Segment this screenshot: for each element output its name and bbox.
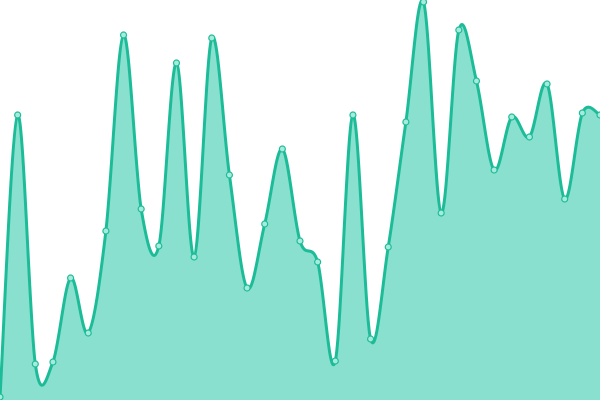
data-point xyxy=(225,171,234,179)
data-point xyxy=(278,145,286,153)
data-point xyxy=(508,113,516,121)
data-point xyxy=(172,59,181,67)
data-point xyxy=(402,118,410,126)
data-point xyxy=(102,227,110,235)
data-point xyxy=(578,109,586,117)
data-point xyxy=(472,77,481,85)
data-point xyxy=(14,111,22,119)
data-point xyxy=(119,31,128,39)
data-point xyxy=(31,360,39,368)
data-point xyxy=(331,357,339,365)
data-point xyxy=(137,205,145,213)
data-point xyxy=(384,243,392,251)
data-point xyxy=(208,34,216,42)
data-point xyxy=(349,111,357,119)
data-point xyxy=(66,274,75,282)
data-point xyxy=(190,253,198,261)
data-point xyxy=(366,335,375,343)
data-point xyxy=(84,329,92,337)
data-point xyxy=(525,133,534,141)
data-point xyxy=(543,80,551,88)
data-point xyxy=(314,258,322,266)
data-point xyxy=(561,195,569,203)
data-point xyxy=(455,26,463,34)
data-point xyxy=(490,166,498,174)
data-point xyxy=(49,358,57,366)
data-point xyxy=(0,393,4,400)
data-point xyxy=(155,242,163,250)
data-point xyxy=(296,237,304,245)
data-point xyxy=(243,284,251,292)
data-point xyxy=(596,111,600,119)
data-point xyxy=(419,0,428,6)
data-point xyxy=(437,209,445,217)
data-point xyxy=(261,220,269,228)
